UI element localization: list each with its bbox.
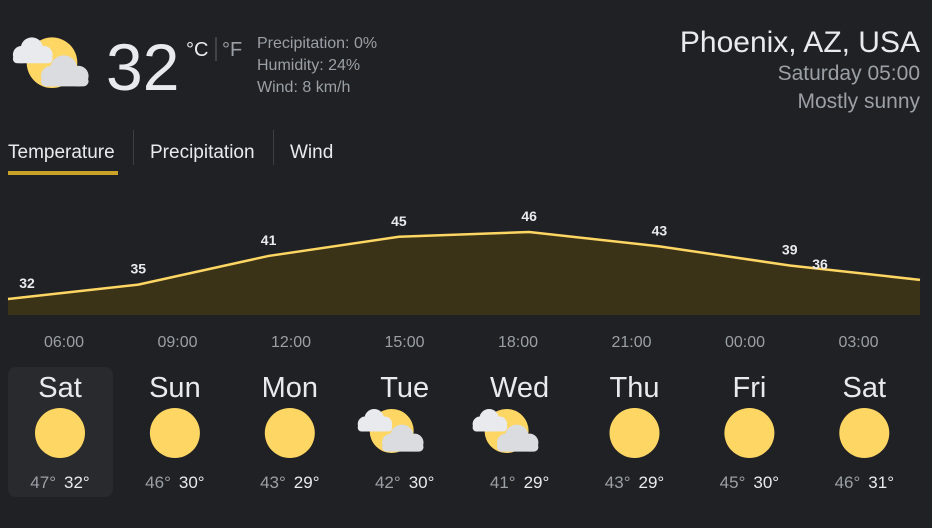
- current-temperature: 32: [106, 30, 179, 104]
- tab[interactable]: Wind: [290, 142, 333, 163]
- low-temp: 30°: [409, 473, 435, 492]
- sun: [264, 408, 315, 458]
- cloud-part: [357, 424, 393, 432]
- day-column[interactable]: Sun 46° 30°: [145, 372, 204, 492]
- datetime: Saturday 05:00: [778, 62, 920, 85]
- tab[interactable]: Temperature: [8, 142, 115, 163]
- high-temp: 47°: [30, 473, 56, 492]
- time-label: 18:00: [498, 334, 538, 351]
- high-temp: 41°: [490, 473, 516, 492]
- day-column[interactable]: Sat 46° 31°: [835, 372, 894, 492]
- low-temp: 29°: [294, 473, 320, 492]
- tab-underline: [8, 171, 118, 175]
- high-temp: 43°: [260, 473, 286, 492]
- high-temp: 43°: [605, 473, 631, 492]
- current-icon: [12, 37, 89, 88]
- partly-cloudy-icon: [472, 409, 539, 453]
- sunny-icon: [839, 408, 890, 458]
- low-temp: 32°: [64, 473, 90, 492]
- humidity: Humidity: 24%: [257, 57, 360, 74]
- temperature-line: [7, 230, 921, 301]
- sun: [724, 408, 775, 458]
- temperature-label: 43: [652, 222, 668, 238]
- cloud-part: [12, 54, 53, 64]
- day-column[interactable]: Wed 41° 29°: [472, 372, 550, 492]
- low-temp: 30°: [753, 473, 779, 492]
- low-temp: 30°: [179, 473, 205, 492]
- wind: Wind: 8 km/h: [257, 79, 350, 96]
- unit-celsius[interactable]: °C: [186, 39, 208, 61]
- temperature-label: 46: [521, 208, 537, 224]
- day-name: Fri: [732, 372, 766, 404]
- temperature-label: 41: [261, 232, 277, 248]
- partly-cloudy-icon: [12, 37, 89, 88]
- day-name: Thu: [610, 372, 660, 404]
- temperature-label: 35: [130, 261, 146, 277]
- high-temp: 42°: [375, 473, 401, 492]
- day-column[interactable]: Sat 47° 32°: [30, 372, 89, 492]
- time-label: 00:00: [725, 334, 765, 351]
- low-temp: 29°: [639, 473, 665, 492]
- day-name: Mon: [262, 372, 318, 404]
- low-temp: 31°: [868, 473, 894, 492]
- low-temp: 29°: [524, 473, 550, 492]
- temperature-area: [8, 232, 920, 315]
- unit-fahrenheit[interactable]: °F: [222, 39, 242, 61]
- sun: [149, 408, 200, 458]
- sunny-icon: [35, 408, 85, 458]
- time-label: 06:00: [44, 334, 84, 351]
- partly-cloudy-icon: [357, 409, 424, 453]
- temperature-label: 39: [782, 242, 798, 258]
- day-column[interactable]: Thu 43° 29°: [605, 372, 664, 492]
- day-name: Sat: [843, 372, 887, 404]
- time-label: 15:00: [384, 334, 424, 351]
- sunny-icon: [264, 408, 315, 458]
- sunny-icon: [149, 408, 200, 458]
- precipitation: Precipitation: 0%: [257, 35, 377, 52]
- time-label: 21:00: [611, 334, 651, 351]
- day-column[interactable]: Tue 42° 30°: [357, 372, 435, 492]
- high-temp: 46°: [145, 473, 171, 492]
- day-name: Sun: [149, 372, 201, 404]
- day-name: Wed: [490, 372, 549, 404]
- temperature-label: 36: [812, 256, 828, 272]
- cloud-part: [382, 442, 424, 452]
- condition: Mostly sunny: [797, 90, 920, 113]
- temperature-label: 32: [19, 275, 35, 291]
- sunny-icon: [609, 408, 660, 458]
- temperature-label: 45: [391, 213, 407, 229]
- day-column[interactable]: Mon 43° 29°: [260, 372, 319, 492]
- location: Phoenix, AZ, USA: [680, 26, 920, 59]
- day-name: Tue: [380, 372, 429, 404]
- sun: [609, 408, 660, 458]
- sun: [839, 408, 890, 458]
- time-label: 03:00: [838, 334, 878, 351]
- cloud-part: [40, 76, 89, 87]
- cloud-part: [472, 424, 508, 432]
- tab[interactable]: Precipitation: [150, 142, 255, 163]
- high-temp: 46°: [835, 473, 861, 492]
- day-column[interactable]: Fri 45° 30°: [720, 372, 779, 492]
- cloud-part: [497, 442, 539, 452]
- sunny-icon: [724, 408, 775, 458]
- sun: [35, 408, 85, 458]
- time-label: 09:00: [157, 334, 197, 351]
- time-label: 12:00: [271, 334, 311, 351]
- high-temp: 45°: [720, 473, 746, 492]
- day-name: Sat: [38, 372, 82, 404]
